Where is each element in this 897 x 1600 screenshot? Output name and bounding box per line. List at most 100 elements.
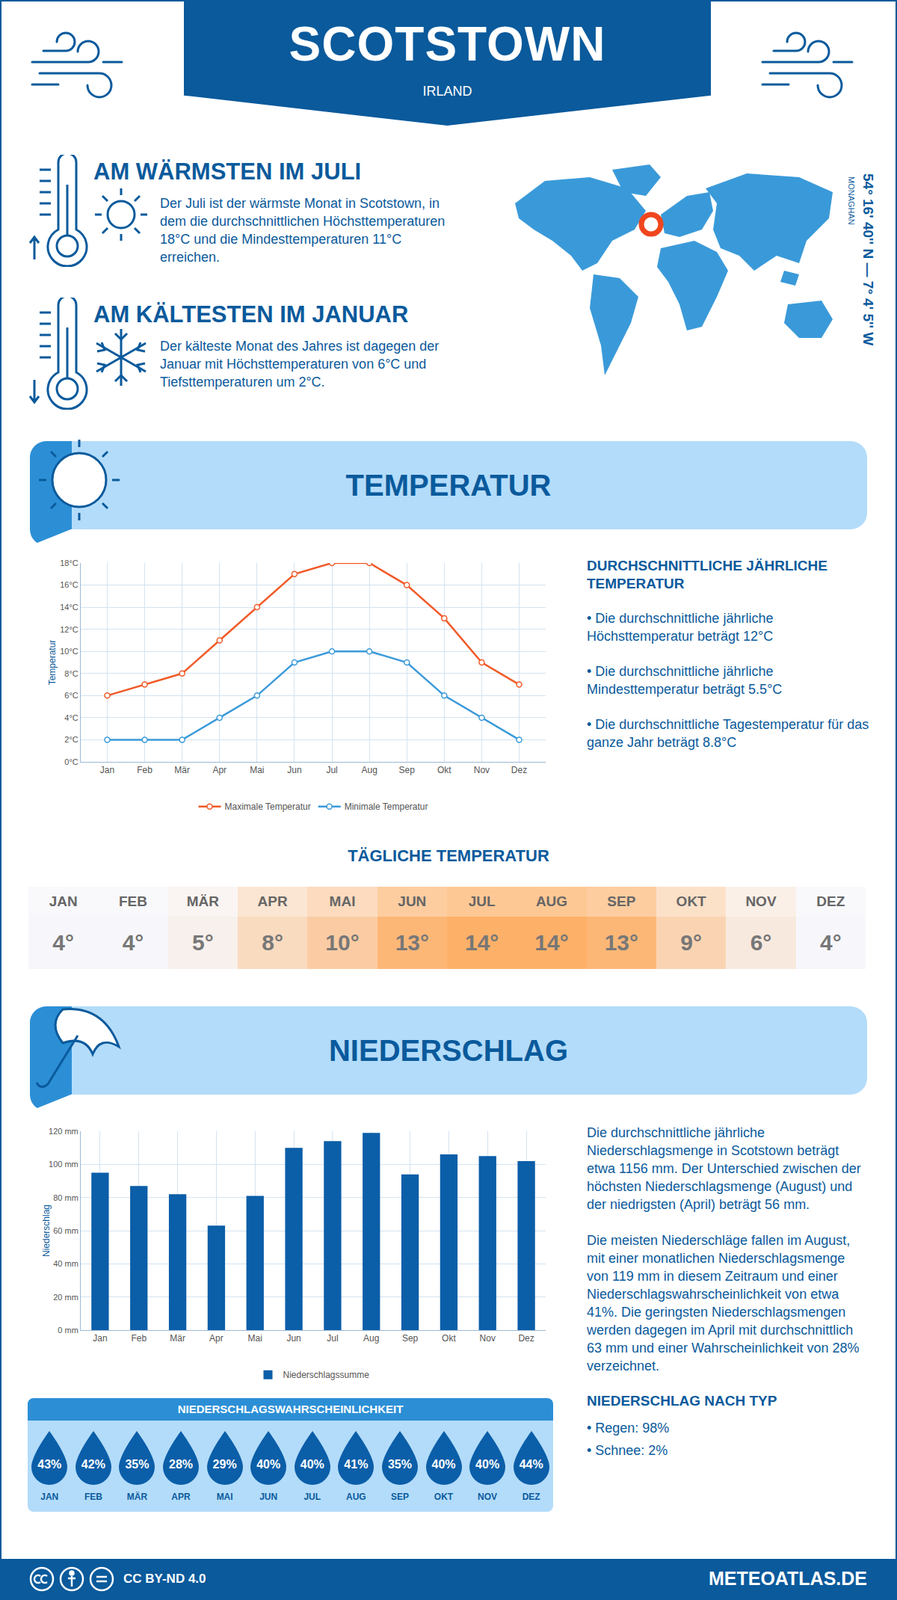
html-text:MAI: MAI xyxy=(329,893,356,909)
svg-text:40 mm: 40 mm xyxy=(53,1258,79,1268)
html-text:FEB: FEB xyxy=(118,893,148,909)
html-text:Die durchschnittliche jährlich: Die durchschnittliche jährliche Niedersc… xyxy=(586,1124,861,1212)
svg-text:Mai: Mai xyxy=(248,1332,263,1344)
html-text:40%: 40% xyxy=(256,1457,281,1471)
svg-text:Dez: Dez xyxy=(511,764,527,776)
svg-text:Okt: Okt xyxy=(437,764,452,776)
html-text:• Schnee: 2%: • Schnee: 2% xyxy=(586,1442,668,1458)
svg-text:8°C: 8°C xyxy=(64,669,79,678)
svg-text:Apr: Apr xyxy=(209,1332,224,1344)
html-text:JUN: JUN xyxy=(397,893,427,909)
html-text:8°: 8° xyxy=(261,929,284,955)
html-text:13°: 13° xyxy=(604,929,639,955)
svg-text:Jan: Jan xyxy=(92,1332,107,1344)
html-text:AUG: AUG xyxy=(535,893,568,909)
html-text:AM KÄLTESTEN IM JANUAR: AM KÄLTESTEN IM JANUAR xyxy=(93,301,409,328)
html-text:Der kälteste Monat des Jahres: Der kälteste Monat des Jahres ist dagege… xyxy=(159,338,439,390)
html-text:42%: 42% xyxy=(81,1457,106,1471)
html-text:CC BY-ND 4.0: CC BY-ND 4.0 xyxy=(123,1571,206,1586)
svg-text:Okt: Okt xyxy=(441,1332,456,1344)
svg-text:10°C: 10°C xyxy=(59,646,79,656)
svg-text:Jun: Jun xyxy=(287,764,302,776)
html-text:APR: APR xyxy=(257,893,288,909)
svg-text:6°C: 6°C xyxy=(64,690,79,700)
svg-text:0°C: 0°C xyxy=(64,757,79,767)
svg-text:Mär: Mär xyxy=(169,1332,186,1344)
svg-text:Temperatur: Temperatur xyxy=(47,639,58,686)
svg-text:Niederschlag: Niederschlag xyxy=(41,1204,52,1257)
html-text:• Regen: 98%: • Regen: 98% xyxy=(586,1420,670,1436)
html-text:4°: 4° xyxy=(820,929,842,955)
html-text:13°: 13° xyxy=(395,929,430,955)
svg-text:Aug: Aug xyxy=(363,1332,379,1344)
svg-text:Sep: Sep xyxy=(402,1332,419,1344)
svg-text:12°C: 12°C xyxy=(59,624,79,634)
html-text:10°: 10° xyxy=(325,929,360,955)
html-text:TEMPERATUR: TEMPERATUR xyxy=(345,468,552,502)
html-text:5°: 5° xyxy=(192,929,214,955)
html-text:IRLAND: IRLAND xyxy=(422,83,473,99)
svg-text:Jun: Jun xyxy=(286,1332,301,1344)
svg-text:0 mm: 0 mm xyxy=(57,1325,79,1335)
svg-text:Feb: Feb xyxy=(136,764,153,776)
html-text:54° 16' 40'' N — 7° 4' 5'' W: 54° 16' 40'' N — 7° 4' 5'' W xyxy=(860,173,877,346)
html-text:Die meisten Niederschläge fall: Die meisten Niederschläge fallen im Augu… xyxy=(586,1232,860,1374)
html-text:14°: 14° xyxy=(464,929,499,955)
html-text:JAN: JAN xyxy=(49,893,78,909)
svg-text:Feb: Feb xyxy=(130,1332,147,1344)
svg-text:120 mm: 120 mm xyxy=(48,1126,79,1136)
html-text:41%: 41% xyxy=(344,1457,369,1471)
html-text:4°: 4° xyxy=(122,929,144,955)
svg-text:Jul: Jul xyxy=(326,1332,338,1344)
svg-text:16°C: 16°C xyxy=(59,580,79,590)
html-text:JUL: JUL xyxy=(468,893,496,909)
html-text:14°: 14° xyxy=(534,929,569,955)
html-text:NIEDERSCHLAG: NIEDERSCHLAG xyxy=(328,1033,569,1067)
svg-text:Niederschlagssumme: Niederschlagssumme xyxy=(283,1369,371,1380)
svg-text:20 mm: 20 mm xyxy=(53,1292,79,1302)
html-text:6°: 6° xyxy=(750,929,772,955)
html-text:• Die durchschnittliche Tagest: • Die durchschnittliche Tagestemperatur … xyxy=(586,716,869,750)
html-text:• Die durchschnittliche jährli: • Die durchschnittliche jährliche Mindes… xyxy=(586,663,783,697)
svg-text:Nov: Nov xyxy=(473,764,490,776)
html-text:40%: 40% xyxy=(300,1457,325,1471)
svg-text:60 mm: 60 mm xyxy=(53,1225,79,1235)
html-text:TÄGLICHE TEMPERATUR: TÄGLICHE TEMPERATUR xyxy=(347,846,550,865)
html-text:SCOTSTOWN: SCOTSTOWN xyxy=(288,17,606,72)
svg-text:2°C: 2°C xyxy=(64,734,79,744)
svg-text:14°C: 14°C xyxy=(59,602,79,612)
svg-text:Sep: Sep xyxy=(399,764,416,776)
html-text:28%: 28% xyxy=(168,1457,193,1471)
html-text:NIEDERSCHLAGSWAHRSCHEINLICHKEI: NIEDERSCHLAGSWAHRSCHEINLICHKEIT xyxy=(177,1402,404,1416)
svg-text:4°C: 4°C xyxy=(64,713,79,723)
html-text:NOV: NOV xyxy=(745,893,777,909)
html-text:29%: 29% xyxy=(212,1457,237,1471)
html-text:• Die durchschnittliche jährli: • Die durchschnittliche jährliche Höchst… xyxy=(586,610,774,644)
svg-text:Apr: Apr xyxy=(212,764,227,776)
html-text:MÄR: MÄR xyxy=(186,893,220,909)
html-text:AM WÄRMSTEN IM JULI: AM WÄRMSTEN IM JULI xyxy=(93,158,362,185)
html-text:OKT: OKT xyxy=(676,893,707,909)
html-text:9°: 9° xyxy=(680,929,702,955)
html-text:43%: 43% xyxy=(37,1457,62,1471)
svg-text:Aug: Aug xyxy=(361,764,377,776)
html-text:Der Juli ist der wärmste Monat: Der Juli ist der wärmste Monat in Scotst… xyxy=(159,195,445,265)
html-text:35%: 35% xyxy=(125,1457,150,1471)
html-text:DURCHSCHNITTLICHE JÄHRLICHE TE: DURCHSCHNITTLICHE JÄHRLICHE TEMPERATUR xyxy=(586,557,828,592)
svg-text:80 mm: 80 mm xyxy=(53,1193,79,1202)
svg-text:100 mm: 100 mm xyxy=(48,1159,79,1169)
svg-text:Jan: Jan xyxy=(100,764,115,776)
svg-text:Minimale Temperatur: Minimale Temperatur xyxy=(344,801,429,812)
html-text:METEOATLAS.DE: METEOATLAS.DE xyxy=(708,1567,868,1589)
html-text:4°: 4° xyxy=(52,929,75,955)
svg-text:Nov: Nov xyxy=(479,1332,496,1344)
svg-text:Maximale Temperatur: Maximale Temperatur xyxy=(224,801,311,812)
svg-text:18°C: 18°C xyxy=(59,558,79,568)
svg-text:Mär: Mär xyxy=(174,764,190,776)
html-text:DEZ: DEZ xyxy=(816,893,845,909)
svg-text:Jul: Jul xyxy=(325,764,338,776)
html-text:NIEDERSCHLAG NACH TYP: NIEDERSCHLAG NACH TYP xyxy=(586,1392,777,1409)
svg-text:Mai: Mai xyxy=(249,764,264,776)
html-text:SEP: SEP xyxy=(607,893,636,909)
svg-text:Dez: Dez xyxy=(518,1332,534,1344)
